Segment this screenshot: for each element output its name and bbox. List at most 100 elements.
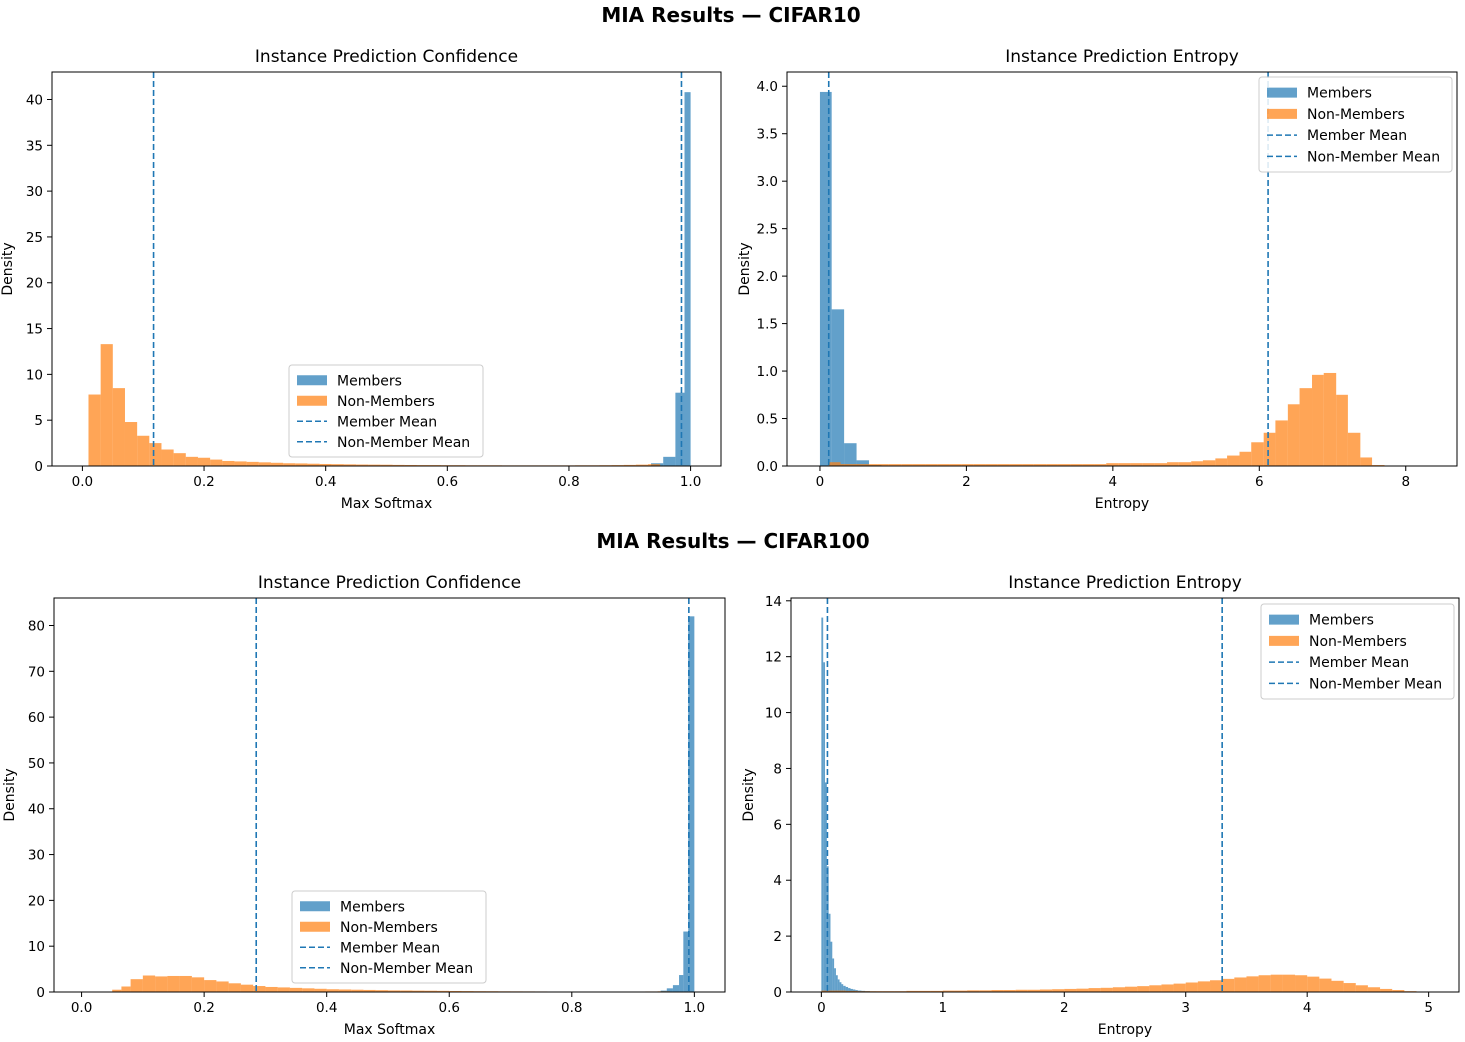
non-member-bar <box>216 981 229 992</box>
non-member-bar <box>1039 989 1053 992</box>
legend-box <box>1258 76 1453 173</box>
non-member-bar <box>112 989 122 992</box>
member-bar <box>844 443 857 466</box>
x-tick-label: 4 <box>1109 474 1118 490</box>
non-member-bar <box>1173 983 1186 992</box>
y-tick-label: 50 <box>28 756 45 772</box>
non-member-bar <box>1112 987 1125 992</box>
non-member-bar <box>277 987 290 992</box>
non-member-bar <box>338 989 352 992</box>
non-member-bar <box>234 461 247 466</box>
non-member-bar <box>375 990 388 992</box>
non-member-bar <box>1070 464 1083 466</box>
member-bar <box>679 975 684 992</box>
legend-box <box>1260 603 1455 700</box>
non-member-bar <box>387 990 401 992</box>
non-member-bar <box>121 986 131 992</box>
non-member-bar <box>1319 978 1332 992</box>
non-member-bar <box>1282 974 1296 992</box>
y-axis-label: Density <box>741 768 757 821</box>
member-bar <box>672 985 680 992</box>
member-bar <box>684 92 691 466</box>
non-member-bar <box>161 449 174 466</box>
y-tick-label: 3.0 <box>757 174 778 190</box>
panel-3: 0.0 0.2 0.4 0.6 0.8 1.0 0 10 20 30 40 50 60 70 80 Insta… <box>2 573 726 1038</box>
y-tick-label: 2.5 <box>757 222 778 238</box>
x-tick-label: 1 <box>939 1000 948 1016</box>
member-bar <box>843 985 846 992</box>
y-tick-label: 20 <box>28 893 45 909</box>
panel-title: Instance Prediction Confidence <box>255 47 518 67</box>
y-tick-label: 10 <box>765 706 782 722</box>
member-bar <box>683 931 689 992</box>
non-member-bar <box>1215 458 1228 466</box>
non-member-bar <box>1154 463 1168 466</box>
member-bar <box>852 989 856 992</box>
non-member-bar <box>833 990 846 992</box>
non-member-bar <box>314 988 327 992</box>
non-member-bar <box>1161 984 1174 992</box>
x-tick-label: 2 <box>962 474 971 490</box>
non-member-bar <box>930 990 943 992</box>
y-tick-label: 5 <box>34 413 43 429</box>
non-member-bar <box>400 990 413 992</box>
member-bar <box>666 988 673 992</box>
non-member-bar <box>828 462 841 466</box>
y-tick-label: 80 <box>28 618 45 634</box>
x-tick-label: 6 <box>1255 474 1264 490</box>
member-bar <box>821 617 824 992</box>
non-member-bar <box>1197 981 1211 992</box>
suptitle-cifar100: MIA Results — CIFAR100 <box>596 529 869 553</box>
legend-label: Member Mean <box>340 940 440 956</box>
member-bar <box>835 975 838 992</box>
non-member-bar <box>351 989 364 992</box>
non-member-bar <box>864 464 878 466</box>
legend-label: Members <box>1307 86 1372 102</box>
member-bar <box>819 91 832 466</box>
non-member-bar <box>979 990 992 992</box>
non-member-bar <box>343 464 357 466</box>
non-member-bar <box>997 464 1010 466</box>
non-member-bar <box>1027 989 1040 992</box>
y-tick-label: 10 <box>26 367 43 383</box>
non-member-bar <box>210 459 223 466</box>
member-bar <box>834 968 836 992</box>
legend-box <box>291 890 487 984</box>
x-tick-label: 5 <box>1424 1000 1433 1016</box>
non-member-bar <box>204 980 217 992</box>
non-member-bar <box>1287 404 1300 466</box>
member-bar <box>839 982 842 992</box>
non-member-bar <box>130 979 143 992</box>
non-member-bar <box>1137 986 1150 992</box>
panel-title: Instance Prediction Confidence <box>258 573 521 593</box>
non-member-bar <box>363 989 376 992</box>
legend-label: Members <box>340 899 405 915</box>
non-member-bar <box>380 464 393 466</box>
legend: Members Non-Members Member Mean Non-Member … <box>1258 76 1453 173</box>
legend-label: Non-Member Mean <box>1307 149 1440 165</box>
non-member-bar <box>185 456 198 466</box>
member-bar <box>830 941 833 992</box>
non-member-bar <box>1130 463 1143 466</box>
x-tick-label: 0.2 <box>193 1000 214 1016</box>
non-member-bar <box>985 464 998 466</box>
non-member-bar <box>1367 987 1381 992</box>
y-tick-label: 2 <box>773 929 782 945</box>
member-bar <box>831 309 845 466</box>
non-member-bar <box>623 464 636 466</box>
x-axis-label: Entropy <box>1098 1022 1152 1038</box>
non-member-bar <box>1360 457 1373 466</box>
y-tick-label: 3.5 <box>757 127 778 143</box>
non-member-bar <box>942 990 955 992</box>
legend-label: Non-Members <box>1309 634 1407 650</box>
non-member-bar <box>142 975 156 992</box>
non-member-bar <box>888 464 902 466</box>
non-member-bar <box>1312 374 1324 466</box>
non-member-bar <box>635 464 649 466</box>
non-member-bar <box>1331 980 1344 992</box>
non-members-bars <box>828 372 1385 466</box>
y-tick-label: 40 <box>26 92 43 108</box>
non-member-bar <box>1299 388 1313 466</box>
legend-label: Non-Member Mean <box>340 961 473 977</box>
